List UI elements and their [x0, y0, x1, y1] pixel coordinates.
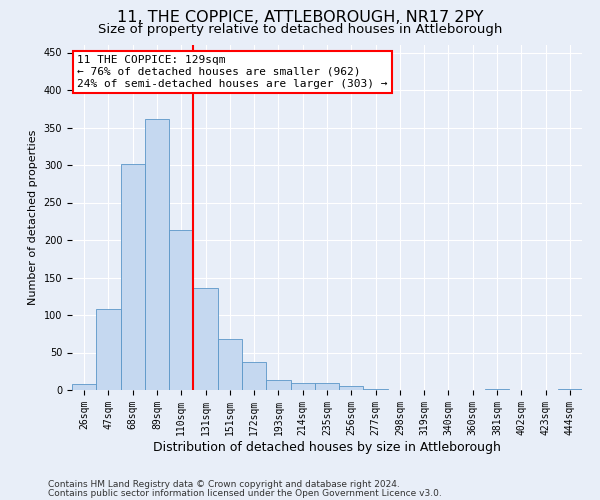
Bar	[218, 339, 242, 390]
Bar	[339, 386, 364, 390]
Bar	[558, 388, 582, 390]
Bar	[315, 383, 339, 390]
X-axis label: Distribution of detached houses by size in Attleborough: Distribution of detached houses by size …	[153, 440, 501, 454]
Bar	[193, 288, 218, 390]
Bar	[290, 382, 315, 390]
Text: Contains HM Land Registry data © Crown copyright and database right 2024.: Contains HM Land Registry data © Crown c…	[48, 480, 400, 489]
Text: 11 THE COPPICE: 129sqm
← 76% of detached houses are smaller (962)
24% of semi-de: 11 THE COPPICE: 129sqm ← 76% of detached…	[77, 56, 388, 88]
Bar	[169, 230, 193, 390]
Bar	[242, 362, 266, 390]
Y-axis label: Number of detached properties: Number of detached properties	[28, 130, 38, 305]
Text: Size of property relative to detached houses in Attleborough: Size of property relative to detached ho…	[98, 22, 502, 36]
Bar	[266, 380, 290, 390]
Bar	[364, 388, 388, 390]
Bar	[145, 118, 169, 390]
Bar	[485, 388, 509, 390]
Bar	[121, 164, 145, 390]
Bar	[96, 309, 121, 390]
Bar	[72, 384, 96, 390]
Text: 11, THE COPPICE, ATTLEBOROUGH, NR17 2PY: 11, THE COPPICE, ATTLEBOROUGH, NR17 2PY	[117, 10, 483, 25]
Text: Contains public sector information licensed under the Open Government Licence v3: Contains public sector information licen…	[48, 489, 442, 498]
